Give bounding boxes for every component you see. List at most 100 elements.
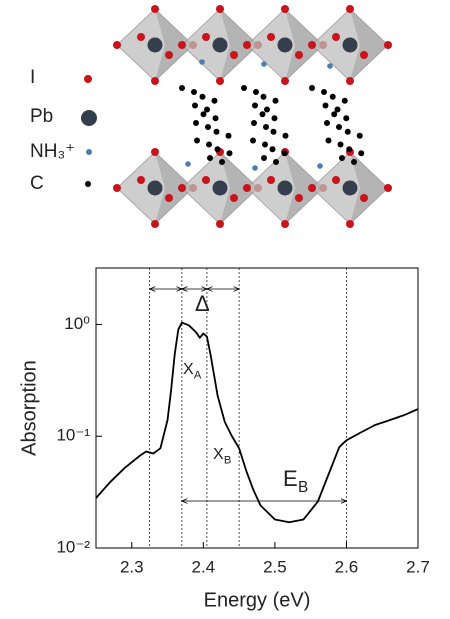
carbon-atom <box>179 85 185 91</box>
octahedron-face <box>350 9 388 81</box>
carbon-atom <box>331 111 338 118</box>
annotation: X <box>213 446 224 463</box>
carbon-atom <box>343 115 350 122</box>
lead-atom <box>147 37 163 53</box>
iodine-atom <box>151 220 159 228</box>
carbon-atom <box>271 115 278 122</box>
iodine-atom <box>308 41 316 49</box>
annotation-subscript: B <box>298 479 308 496</box>
lead-atom <box>342 180 358 196</box>
carbon-atom <box>321 89 327 95</box>
x-tick-label: 2.4 <box>192 557 216 576</box>
iodine-atom <box>243 41 251 49</box>
annotation-subscript: B <box>224 455 231 467</box>
carbon-atom <box>263 124 269 130</box>
carbon-atom <box>282 132 289 139</box>
carbon-atom <box>211 97 218 104</box>
iodine-atom <box>137 176 145 184</box>
octahedron-face <box>285 152 323 224</box>
iodine-atom <box>178 184 186 192</box>
carbon-atom <box>206 141 212 148</box>
iodine-atom <box>178 41 186 49</box>
lead-atom <box>342 37 358 53</box>
carbon-atom <box>225 132 232 139</box>
legend-marker <box>84 75 92 83</box>
iodine-atom <box>202 33 210 41</box>
iodine-atom <box>295 51 303 59</box>
carbon-atom <box>334 106 341 113</box>
lead-atom <box>212 37 228 53</box>
annotation: X <box>183 361 194 378</box>
annotation: Δ <box>195 291 210 316</box>
iodine-atom <box>308 184 316 192</box>
y-tick-label: 10⁻² <box>56 537 90 556</box>
carbon-atom <box>273 159 279 165</box>
x-tick-label: 2.5 <box>263 557 287 576</box>
iodine-atom <box>216 220 224 228</box>
carbon-atom <box>346 146 353 153</box>
iodine-atom <box>151 77 159 85</box>
y-tick-label: 10⁻¹ <box>56 426 90 445</box>
carbon-atom <box>336 124 342 130</box>
iodine-atom <box>346 220 354 228</box>
structure-legend: I Pb NH₃⁺ C <box>30 67 97 194</box>
carbon-atom <box>200 111 207 118</box>
iodine-atom <box>165 51 173 59</box>
iodine-atom <box>346 5 354 13</box>
iodine-atom <box>151 148 159 156</box>
ammonium <box>252 165 258 171</box>
ammonium <box>185 161 191 167</box>
lead-atom <box>147 180 163 196</box>
carbon-atom <box>325 137 332 144</box>
crystal-structure <box>113 5 392 228</box>
octahedron-face <box>155 9 193 81</box>
octahedron-face <box>155 152 193 224</box>
carbon-atom <box>356 132 363 139</box>
iodine-atom <box>281 77 289 85</box>
iodine-atom <box>332 176 340 184</box>
carbon-atom <box>191 89 197 95</box>
carbon-atom <box>213 128 220 135</box>
iodine-atom <box>151 5 159 13</box>
x-tick-label: 2.7 <box>406 557 430 576</box>
absorption-line <box>95 321 419 524</box>
carbon-atom <box>264 106 270 113</box>
x-axis-label: Energy (eV) <box>204 589 311 611</box>
ammonium <box>327 63 333 69</box>
carbon-atom <box>212 115 219 122</box>
carbon-atom <box>358 150 365 157</box>
iodine-atom <box>360 51 368 59</box>
carbon-atom <box>251 120 257 126</box>
legend-label: C <box>30 173 44 194</box>
iodine-atom <box>113 184 121 192</box>
carbon-atom <box>259 111 266 118</box>
iodine-atom <box>216 77 224 85</box>
iodine-atom <box>384 184 392 192</box>
iodine-atom <box>360 194 368 202</box>
carbon-atom <box>262 141 268 148</box>
carbon-atom <box>192 102 198 109</box>
ammonium <box>317 163 323 169</box>
carbon-atom <box>226 150 233 157</box>
carbon-atom <box>324 120 330 126</box>
carbon-atom <box>351 159 357 165</box>
carbon-atom <box>260 93 267 100</box>
annotation: E <box>283 466 298 491</box>
legend-label: Pb <box>30 106 53 127</box>
octahedron-face <box>220 9 258 81</box>
carbon-atom <box>207 155 213 161</box>
carbon-atom <box>219 159 225 165</box>
iodine-atom <box>281 220 289 228</box>
carbon-atom <box>252 102 258 109</box>
carbon-atom <box>250 137 256 144</box>
iodine-atom <box>384 41 392 49</box>
iodine-atom <box>281 5 289 13</box>
iodine-atom <box>216 5 224 13</box>
carbon-atom <box>199 93 206 100</box>
y-axis-label: Absorption <box>18 360 40 456</box>
ammonium <box>199 59 205 65</box>
iodine-atom <box>137 33 145 41</box>
carbon-atom <box>341 97 348 104</box>
carbon-atom <box>253 89 259 95</box>
